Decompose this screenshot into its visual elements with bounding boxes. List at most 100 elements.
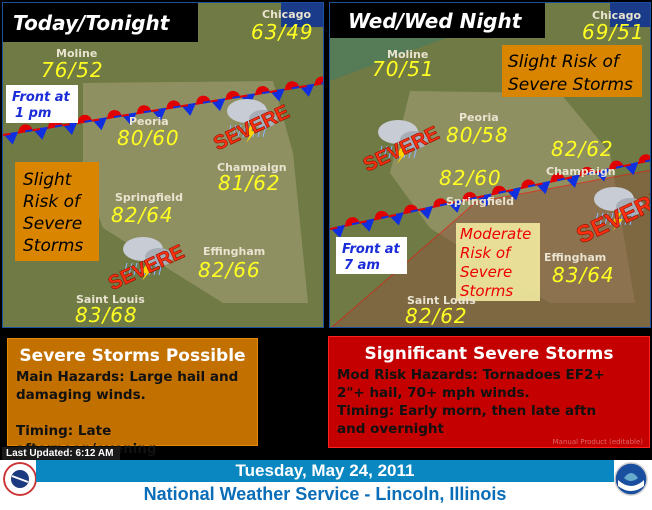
risk-text: Risk of bbox=[460, 244, 513, 262]
city-temps: 81/62 bbox=[218, 171, 281, 195]
slight-risk-box bbox=[502, 45, 642, 97]
city-name: Moline bbox=[56, 47, 97, 60]
cold-front-symbol bbox=[300, 84, 314, 97]
front-line bbox=[321, 82, 323, 85]
front-line bbox=[579, 173, 587, 177]
footer: Tuesday, May 24, 2011 National Weather S… bbox=[0, 460, 652, 510]
front-line bbox=[498, 190, 507, 194]
storm-cloud-icon bbox=[227, 99, 277, 143]
city-name: Peoria bbox=[459, 111, 499, 124]
front-line bbox=[330, 226, 338, 230]
front-line bbox=[491, 191, 499, 196]
city-labels: Chicago 69/51 Moline 70/51 Peoria 80/58 … bbox=[372, 9, 644, 327]
front-line bbox=[62, 123, 70, 127]
nws-logo bbox=[3, 462, 37, 496]
front-line bbox=[121, 113, 130, 117]
front-line bbox=[261, 90, 270, 95]
front-line bbox=[224, 96, 233, 101]
front-line bbox=[76, 120, 85, 125]
city-name: Chicago bbox=[262, 8, 311, 21]
front-line bbox=[417, 207, 426, 212]
front-line bbox=[47, 125, 55, 129]
warm-front-symbol bbox=[374, 210, 389, 220]
city-temps: 70/51 bbox=[372, 57, 435, 81]
city-name: Moline bbox=[387, 48, 428, 61]
front-line bbox=[150, 108, 159, 113]
city-temps: 82/60 bbox=[439, 166, 502, 190]
storm-cloud-icon bbox=[123, 237, 173, 281]
front-line bbox=[187, 102, 196, 107]
city-temps: 83/68 bbox=[75, 303, 138, 327]
front-time: 7 am bbox=[344, 258, 380, 273]
city-temps: 76/52 bbox=[41, 58, 104, 82]
front-line bbox=[505, 188, 514, 193]
front-line bbox=[447, 201, 455, 205]
front-label: Front at bbox=[12, 90, 71, 105]
front-line bbox=[254, 92, 263, 96]
front-line bbox=[403, 210, 411, 215]
panel-heading: Significant Severe Storms bbox=[364, 344, 614, 364]
city-temps: 63/49 bbox=[251, 20, 314, 44]
weather-front bbox=[330, 154, 650, 239]
warm-front-symbol bbox=[433, 198, 448, 207]
front-line bbox=[217, 98, 226, 102]
city-name: Effingham bbox=[544, 251, 606, 264]
warm-front-symbol bbox=[609, 160, 624, 170]
cold-front-symbol bbox=[270, 89, 285, 102]
front-line bbox=[143, 110, 152, 114]
front-line bbox=[410, 209, 419, 213]
front-line bbox=[593, 169, 602, 174]
front-line bbox=[106, 116, 115, 120]
front-line bbox=[395, 212, 404, 216]
front-line bbox=[535, 182, 543, 186]
front-line bbox=[247, 93, 255, 97]
cold-front-symbol bbox=[63, 123, 78, 136]
city-labels: Chicago 63/49 Moline 76/52 Peoria 80/60 … bbox=[41, 8, 314, 327]
front-line bbox=[351, 221, 360, 226]
risk-text: Severe bbox=[460, 263, 512, 281]
front-label: Front at bbox=[342, 242, 401, 257]
warm-front-symbol bbox=[462, 192, 477, 201]
moderate-risk-box bbox=[456, 223, 540, 301]
front-line bbox=[469, 196, 477, 201]
warm-front-symbol bbox=[314, 76, 323, 85]
front-line bbox=[601, 168, 609, 172]
last-updated: Last Updated: 6:12 AM CDT bbox=[2, 447, 120, 470]
warm-front-symbol bbox=[404, 204, 419, 214]
front-line bbox=[623, 163, 631, 168]
risk-text: Severe bbox=[23, 214, 82, 234]
product-note: Manual Product (editable) bbox=[552, 438, 643, 446]
panel-body: Main Hazards: Large hail and damaging wi… bbox=[16, 369, 239, 457]
today-tonight-map: Today/Tonight Front at 1 pm Slight Risk … bbox=[2, 2, 324, 328]
front-line bbox=[476, 195, 485, 199]
title-box bbox=[330, 3, 545, 38]
warm-front-symbol bbox=[492, 185, 507, 195]
front-line bbox=[461, 198, 470, 202]
front-line bbox=[439, 202, 448, 207]
front-line bbox=[25, 129, 33, 133]
cold-front-symbol bbox=[92, 118, 107, 131]
risk-text: Slight Risk of bbox=[508, 52, 622, 72]
map-svg: Wed/Wed Night Slight Risk of Severe Stor… bbox=[330, 3, 650, 327]
front-line bbox=[549, 179, 558, 183]
city-name: Saint Louis bbox=[76, 293, 145, 306]
front-line bbox=[527, 184, 536, 188]
front-line bbox=[586, 171, 595, 175]
risk-text: Moderate bbox=[460, 225, 531, 243]
city-name: Saint Louis bbox=[407, 294, 476, 307]
front-line bbox=[113, 114, 122, 119]
severe-storms-possible-panel: Severe Storms Possible Main Hazards: Lar… bbox=[7, 338, 258, 457]
date-banner: Tuesday, May 24, 2011 bbox=[36, 460, 614, 482]
front-line bbox=[99, 117, 107, 121]
front-line bbox=[10, 131, 18, 135]
front-time: 1 pm bbox=[15, 106, 51, 121]
city-name: Chicago bbox=[592, 9, 641, 22]
panel-heading: Severe Storms Possible bbox=[19, 346, 246, 366]
warm-front-symbol bbox=[550, 173, 565, 182]
front-label-box bbox=[6, 85, 78, 123]
front-line bbox=[645, 159, 650, 163]
front-line bbox=[425, 206, 433, 210]
front-line bbox=[454, 199, 463, 204]
significant-severe-storms-panel: Significant Severe Storms Mod Risk Hazar… bbox=[328, 336, 650, 448]
cold-front-symbol bbox=[181, 103, 196, 116]
